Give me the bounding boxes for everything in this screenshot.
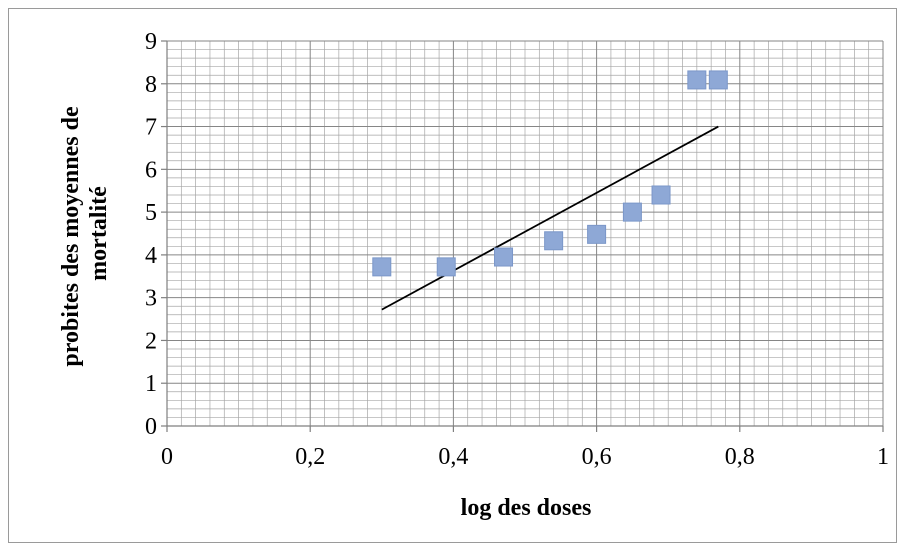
x-tick-label: 0,4 xyxy=(438,444,468,470)
data-point xyxy=(544,231,564,251)
y-tick-label: 3 xyxy=(145,286,157,312)
x-tick-label: 0,8 xyxy=(725,444,755,470)
data-point xyxy=(708,70,728,90)
y-axis-title-line-1: probites des moyennes de xyxy=(58,106,84,367)
data-point xyxy=(587,224,607,244)
major-grid xyxy=(166,40,884,427)
y-axis-title-line-2: mortalité xyxy=(86,186,112,281)
y-tick-label: 2 xyxy=(145,328,157,354)
data-points xyxy=(372,70,728,277)
x-tick-label: 0 xyxy=(161,444,173,470)
minor-grid xyxy=(167,41,883,426)
x-tick-label: 0,6 xyxy=(582,444,612,470)
x-axis-title: log des doses xyxy=(461,495,592,521)
x-tick-label: 1 xyxy=(877,444,889,470)
y-tick-label: 1 xyxy=(145,371,157,397)
axes xyxy=(161,40,884,432)
data-point xyxy=(494,247,514,267)
data-point xyxy=(651,185,671,205)
x-tick-labels: 0 0,2 0,4 0,6 0,8 1 xyxy=(161,444,889,470)
data-point xyxy=(622,202,642,222)
y-tick-label: 4 xyxy=(145,243,157,269)
trendline-group xyxy=(381,125,719,311)
y-tick-label: 5 xyxy=(145,200,157,226)
y-tick-label: 7 xyxy=(145,115,157,141)
y-tick-labels: 0 1 2 3 4 5 6 7 8 9 xyxy=(145,29,157,440)
y-axis-title: probites des moyennes de mortalité xyxy=(58,100,112,366)
data-point xyxy=(687,70,707,90)
y-tick-label: 0 xyxy=(145,414,157,440)
y-tick-label: 6 xyxy=(145,157,157,183)
data-point xyxy=(372,257,392,277)
y-tick-label: 8 xyxy=(145,72,157,98)
trendline xyxy=(381,125,719,311)
data-point xyxy=(436,257,456,277)
x-tick-label: 0,2 xyxy=(295,444,325,470)
y-tick-label: 9 xyxy=(145,29,157,55)
